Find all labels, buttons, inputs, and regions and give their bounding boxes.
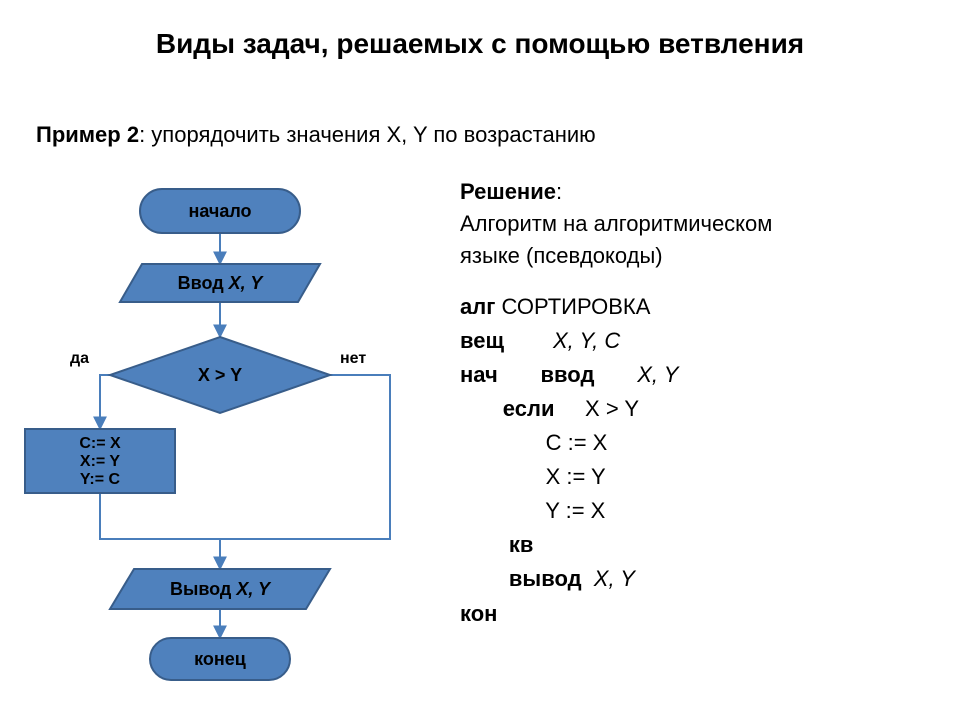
edge-label: да	[70, 350, 89, 367]
subtitle-rest: : упорядочить значения X, Y по возрастан…	[139, 122, 596, 147]
node-label: Ввод X, Y	[178, 273, 265, 293]
pseudocode-line: C := X	[460, 426, 940, 460]
node-label: X:= Y	[80, 453, 121, 470]
node-label: Y:= C	[80, 471, 121, 488]
pseudocode-line: кон	[460, 597, 940, 631]
pseudocode-header: Решение: Алгоритм на алгоритмическом язы…	[460, 176, 940, 272]
pseudocode-line: если X > Y	[460, 392, 940, 426]
pseudocode-line: нач ввод X, Y	[460, 358, 940, 392]
flow-edge	[100, 493, 220, 539]
pseudocode-header-label: Решение	[460, 179, 556, 204]
flowchart: да нет начало Ввод X, Y X > Y C:= XX:= YY:= C…	[20, 175, 440, 695]
pseudocode-line: Y := X	[460, 494, 940, 528]
pseudocode-lines: алг СОРТИРОВКАвещ X, Y, Cнач ввод X, Y е…	[460, 290, 940, 631]
pseudocode-header-line2: языке (псевдокоды)	[460, 243, 663, 268]
pseudocode-block: Решение: Алгоритм на алгоритмическом язы…	[460, 176, 940, 631]
node-label: X > Y	[198, 365, 242, 385]
node-label: конец	[194, 649, 246, 669]
flow-edge	[100, 375, 110, 429]
node-label: Вывод X, Y	[170, 579, 272, 599]
node-label: C:= X	[79, 435, 121, 452]
example-subtitle: Пример 2: упорядочить значения X, Y по в…	[36, 122, 596, 148]
pseudocode-line: X := Y	[460, 460, 940, 494]
page-title: Виды задач, решаемых с помощью ветвления	[0, 28, 960, 60]
pseudocode-line: вывод X, Y	[460, 562, 940, 596]
pseudocode-header-line1: Алгоритм на алгоритмическом	[460, 211, 772, 236]
node-label: начало	[188, 201, 251, 221]
edge-label: нет	[340, 350, 366, 367]
pseudocode-line: вещ X, Y, C	[460, 324, 940, 358]
pseudocode-line: кв	[460, 528, 940, 562]
subtitle-label: Пример 2	[36, 122, 139, 147]
pseudocode-line: алг СОРТИРОВКА	[460, 290, 940, 324]
